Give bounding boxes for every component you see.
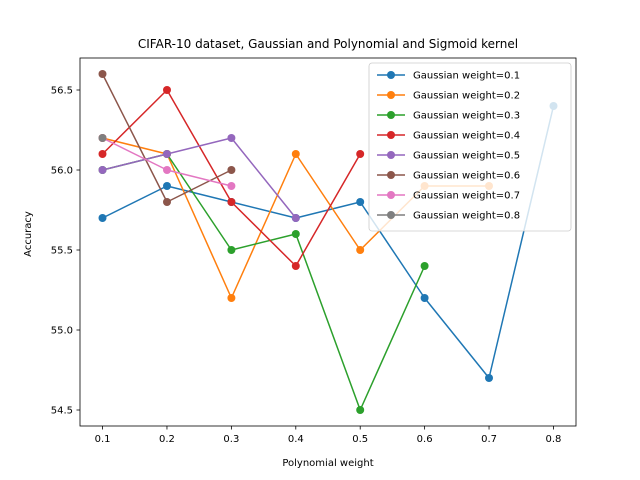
data-point: [227, 294, 236, 302]
x-tick-label: 0.2: [159, 434, 175, 445]
legend-entry: Gaussian weight=0.7: [377, 191, 520, 202]
x-tick-label: 0.7: [481, 434, 497, 445]
data-point: [227, 134, 236, 142]
legend-label: Gaussian weight=0.4: [413, 131, 520, 142]
x-tick-label: 0.8: [546, 434, 562, 445]
data-point: [356, 150, 365, 158]
data-point: [291, 262, 300, 270]
data-point: [163, 150, 171, 158]
series-4: [98, 86, 365, 270]
series-5: [98, 134, 300, 222]
legend-marker: [387, 151, 395, 159]
data-point: [420, 262, 429, 270]
legend-marker: [387, 171, 395, 179]
data-point: [227, 198, 236, 206]
legend-entry: Gaussian weight=0.3: [377, 111, 520, 122]
legend-label: Gaussian weight=0.6: [413, 171, 520, 182]
legend-label: Gaussian weight=0.5: [413, 151, 520, 162]
x-tick-label: 0.4: [288, 434, 304, 445]
x-tick-label: 0.5: [352, 434, 368, 445]
legend-marker: [387, 91, 395, 99]
legend-entry: Gaussian weight=0.1: [377, 71, 520, 82]
data-point: [356, 246, 365, 254]
legend-marker: [387, 211, 395, 219]
legend-entry: Gaussian weight=0.6: [377, 171, 520, 182]
y-axis-label: Accuracy: [23, 211, 34, 257]
legend-label: Gaussian weight=0.3: [413, 111, 520, 122]
legend-label: Gaussian weight=0.2: [413, 91, 520, 102]
legend: Gaussian weight=0.1 Gaussian weight=0.2 Ga…: [368, 62, 572, 232]
data-point: [291, 214, 300, 222]
legend-marker: [387, 131, 395, 139]
series-8: [98, 134, 107, 142]
data-point: [98, 166, 107, 174]
data-point: [98, 70, 107, 78]
data-point: [485, 374, 493, 382]
legend-label: Gaussian weight=0.7: [413, 191, 520, 202]
data-point: [163, 86, 171, 94]
legend-entry: Gaussian weight=0.8: [377, 211, 520, 222]
legend-box: [368, 62, 572, 232]
x-tick-label: 0.6: [417, 434, 433, 445]
data-point: [227, 246, 236, 254]
legend-marker: [387, 191, 395, 199]
legend-entry: Gaussian weight=0.2: [377, 91, 520, 102]
data-point: [356, 198, 365, 206]
data-point: [291, 150, 300, 158]
data-point: [98, 214, 107, 222]
axes: 0.1 0.2 0.3 0.4 0.5 0.6 0.7 0.8 54.5 55.0 55.5 56.0…: [51, 57, 577, 445]
data-point: [163, 198, 171, 206]
x-tick-label: 0.3: [223, 434, 239, 445]
plot-frame: [79, 57, 577, 427]
legend-entry: Gaussian weight=0.5: [377, 151, 520, 162]
legend-label: Gaussian weight=0.8: [413, 211, 520, 222]
data-point: [291, 230, 300, 238]
y-tick-label: 56.5: [51, 86, 73, 97]
data-point: [98, 134, 107, 142]
data-point: [163, 182, 171, 190]
legend-marker: [387, 111, 395, 119]
data-point: [98, 150, 107, 158]
legend-marker: [387, 71, 395, 79]
x-axis-label: Polynomial weight: [282, 458, 373, 469]
data-point: [356, 406, 365, 414]
x-tick-label: 0.1: [95, 434, 111, 445]
data-point: [163, 166, 171, 174]
y-tick-label: 54.5: [51, 406, 73, 417]
data-point: [227, 182, 236, 190]
y-tick-label: 55.5: [51, 246, 73, 257]
legend-label: Gaussian weight=0.1: [413, 71, 520, 82]
data-point: [420, 294, 429, 302]
data-point: [227, 166, 236, 174]
y-tick-label: 56.0: [51, 166, 73, 177]
chart-title: CIFAR-10 dataset, Gaussian and Polynomia…: [138, 37, 518, 51]
y-tick-label: 55.0: [51, 326, 73, 337]
legend-entry: Gaussian weight=0.4: [377, 131, 520, 142]
series-line: [102, 137, 297, 219]
